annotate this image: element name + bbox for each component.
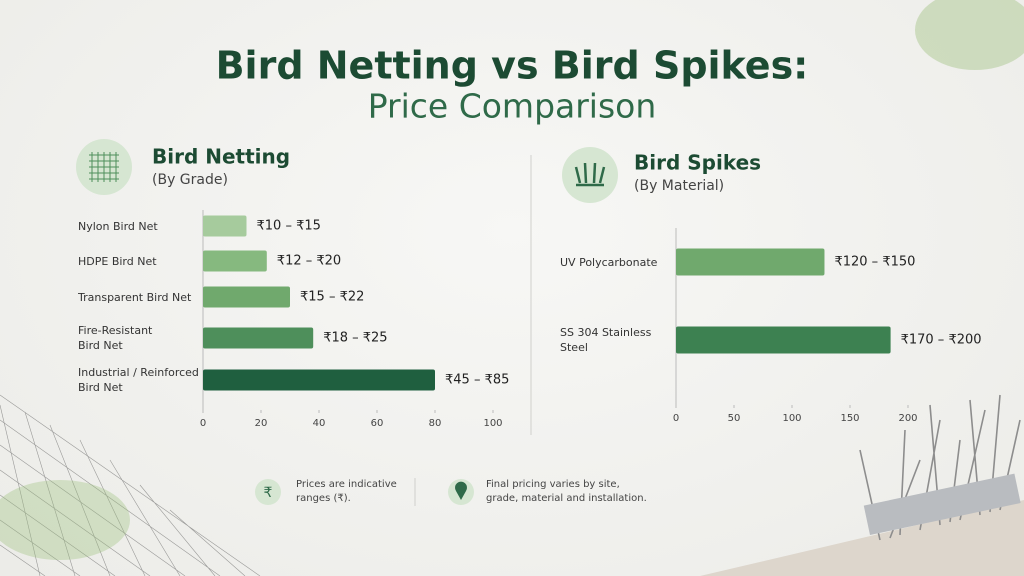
bar — [676, 248, 825, 276]
range-label: ₹45 – ₹85 — [445, 373, 509, 388]
chart-subtitle: (By Material) — [634, 178, 724, 194]
title: Bird Netting vs Bird Spikes: — [216, 44, 809, 88]
category-label: Nylon Bird Net — [78, 219, 158, 233]
note-text-box: Final pricing varies by site, grade, mat… — [486, 479, 647, 504]
note-text: Prices are indicative ranges (₹). — [296, 479, 397, 504]
category-label-box: UV Polycarbonate — [560, 255, 658, 269]
category-label: Industrial / Reinforced Bird Net — [78, 366, 199, 394]
note-icon-text: ₹ — [264, 485, 273, 501]
category-label: Transparent Bird Net — [78, 290, 192, 304]
bar — [203, 250, 267, 272]
range-label: ₹10 – ₹15 — [257, 219, 321, 234]
chart-title: Bird Spikes — [634, 151, 761, 175]
subtitle: Price Comparison — [368, 87, 657, 126]
chart-title: Bird Netting — [152, 145, 290, 169]
spike-base — [863, 473, 1021, 535]
range-label: ₹15 – ₹22 — [300, 290, 364, 305]
category-label-box: SS 304 Stainless Steel — [560, 326, 652, 354]
x-tick-label: 40 — [313, 418, 326, 429]
category-label: UV Polycarbonate — [560, 255, 658, 269]
x-tick-label: 150 — [840, 413, 859, 424]
category-label-box: Transparent Bird Net — [78, 290, 192, 304]
category-label: HDPE Bird Net — [78, 254, 157, 268]
bar — [203, 215, 247, 237]
x-tick-label: 200 — [898, 413, 917, 424]
x-tick-label: 100 — [483, 418, 502, 429]
foliage — [915, 0, 1024, 70]
x-tick-label: 0 — [200, 418, 206, 429]
x-tick-label: 100 — [782, 413, 801, 424]
chart-subtitle: (By Grade) — [152, 172, 228, 188]
x-tick-label: 80 — [429, 418, 442, 429]
pin-icon — [455, 481, 467, 500]
category-label: Fire-Resistant Bird Net — [78, 324, 153, 352]
x-tick-label: 50 — [728, 413, 741, 424]
x-tick-label: 60 — [371, 418, 384, 429]
category-label-box: Industrial / Reinforced Bird Net — [78, 366, 199, 394]
icon-circle — [562, 147, 618, 203]
note-text-box: Prices are indicative ranges (₹). — [296, 479, 397, 504]
category-label: SS 304 Stainless Steel — [560, 326, 652, 354]
bar — [203, 327, 314, 349]
note-text: Final pricing varies by site, grade, mat… — [486, 479, 647, 504]
x-tick-label: 20 — [255, 418, 268, 429]
range-label: ₹120 – ₹150 — [834, 255, 915, 270]
bar — [676, 326, 891, 354]
bar — [203, 286, 290, 308]
net-decoration — [0, 394, 261, 576]
note-icon — [255, 479, 281, 505]
x-tick-label: 0 — [673, 413, 679, 424]
icon-spikes — [574, 162, 606, 187]
range-label: ₹18 – ₹25 — [323, 331, 387, 346]
range-label: ₹12 – ₹20 — [277, 254, 341, 269]
category-label-box: Fire-Resistant Bird Net — [78, 324, 153, 352]
range-label: ₹170 – ₹200 — [901, 333, 982, 348]
category-label-box: HDPE Bird Net — [78, 254, 157, 268]
category-label-box: Nylon Bird Net — [78, 219, 158, 233]
bar — [203, 369, 435, 391]
foliage — [0, 480, 130, 560]
